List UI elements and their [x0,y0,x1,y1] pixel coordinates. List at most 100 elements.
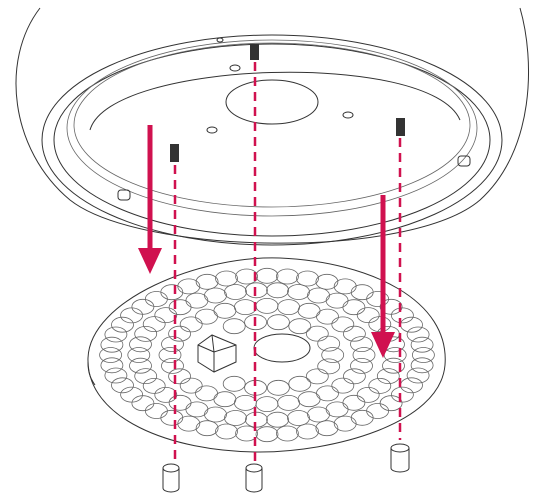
led [305,368,329,385]
led [390,307,414,324]
led [213,302,237,319]
led [144,403,168,419]
led [131,298,155,315]
led [266,282,290,299]
led [333,415,357,432]
led [379,395,403,412]
guide-lines [173,62,402,462]
led [244,282,268,299]
led [185,401,209,418]
led [331,316,355,333]
screw [170,144,179,162]
led [244,411,268,428]
led [366,291,390,307]
led [406,326,430,343]
led [134,368,158,385]
led [277,394,301,411]
led [287,410,310,426]
led [315,420,339,437]
led [342,325,366,342]
led [131,395,155,412]
led [111,316,134,333]
led [244,314,268,331]
led [356,386,380,403]
led [410,336,434,353]
connector [197,334,237,373]
led [168,368,192,385]
led [222,318,246,335]
led [204,287,227,304]
clip [117,189,131,201]
housing-rim [41,34,503,246]
led [127,347,151,363]
led [233,299,257,316]
led [161,336,184,353]
led [255,297,279,314]
hole [216,37,224,43]
led [215,270,238,287]
led [168,299,192,316]
led [177,278,201,295]
led [120,386,144,403]
led [297,391,321,408]
direction-arrows [138,125,395,358]
led [235,425,259,442]
led [277,299,301,316]
ring-inner [73,42,471,208]
led [142,316,166,333]
led [266,379,290,396]
hole [206,126,218,134]
led [275,268,299,285]
led [368,377,392,394]
led [406,367,430,384]
led-plate [87,257,446,453]
led [177,415,201,432]
led [160,409,184,426]
led [161,357,184,374]
ceiling-housing [15,7,530,246]
led [342,299,366,316]
led [154,307,178,324]
led [235,268,259,285]
led [179,377,203,394]
led [352,347,376,363]
plate-center-hole [253,333,311,363]
led [382,357,405,374]
led [111,377,134,394]
led [296,423,319,440]
led [350,336,373,353]
led [317,335,341,352]
led [100,357,124,374]
led [195,273,219,290]
led [99,347,122,363]
hole [342,111,354,119]
led [368,316,392,333]
plate-edge [87,361,96,386]
led [134,325,158,342]
led [383,347,407,363]
screw [396,118,405,136]
led [224,284,247,300]
led [350,357,373,374]
led [168,394,192,411]
led [168,325,192,342]
led [411,347,435,363]
led [129,357,152,374]
led [158,347,182,363]
plate-outline [87,257,446,453]
led [154,386,178,403]
led [342,368,366,385]
led [255,267,279,284]
led [215,423,238,440]
led [333,278,357,295]
led [296,270,319,287]
arrow-head [371,332,395,358]
arrow-head [138,248,162,274]
led [356,307,380,324]
led [288,375,312,392]
led [317,358,341,375]
led [266,314,290,331]
led [195,420,219,437]
led [305,325,329,342]
led [350,284,374,301]
